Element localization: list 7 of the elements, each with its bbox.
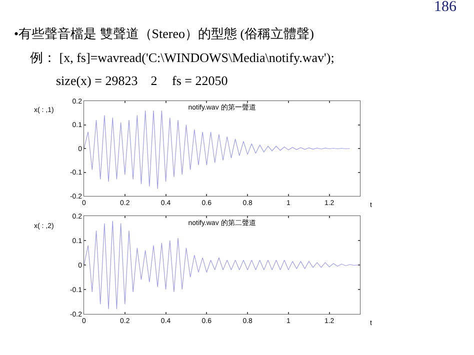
text: fs = 22050 <box>172 73 228 89</box>
text: 186 <box>434 0 456 16</box>
text: size(x) = 29823 2 <box>56 73 158 89</box>
text: •有些聲音檔是 雙聲道（Stereo）的型態 (俗稱立體聲) <box>14 25 314 43</box>
text: 例： [x, fs]=wavread('C:\WINDOWS\Media\notify.wav'); <box>30 49 334 67</box>
line-series <box>84 110 350 190</box>
line-series <box>84 220 358 310</box>
